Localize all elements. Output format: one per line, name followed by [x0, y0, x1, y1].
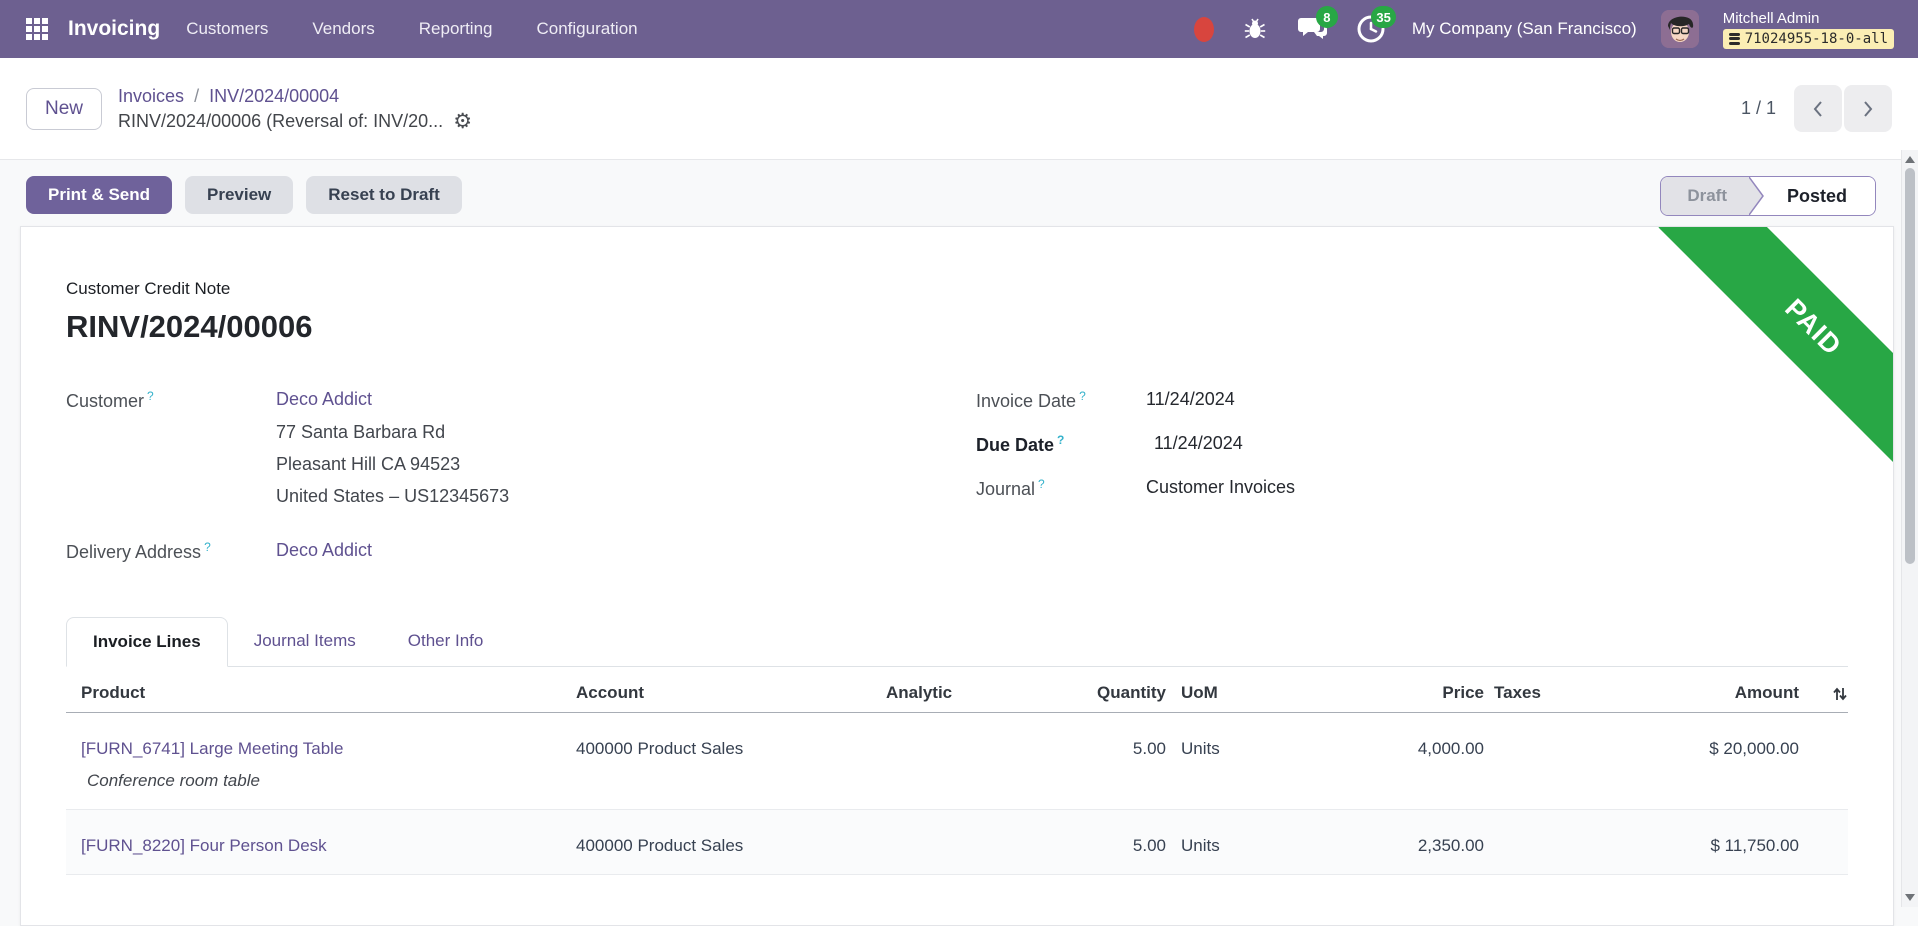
print-send-button[interactable]: Print & Send — [26, 176, 172, 214]
address-line: 77 Santa Barbara Rd — [276, 416, 976, 448]
notebook-tabs: Invoice Lines Journal Items Other Info — [66, 617, 1848, 667]
tab-invoice-lines[interactable]: Invoice Lines — [66, 617, 228, 667]
col-price[interactable]: Price — [1286, 667, 1484, 712]
company-switcher[interactable]: My Company (San Francisco) — [1412, 19, 1637, 39]
col-analytic[interactable]: Analytic — [886, 667, 1046, 712]
reset-to-draft-button[interactable]: Reset to Draft — [306, 176, 461, 214]
app-name[interactable]: Invoicing — [68, 17, 160, 41]
cell-price[interactable]: 4,000.00 — [1286, 713, 1484, 809]
col-taxes[interactable]: Taxes — [1484, 667, 1661, 712]
breadcrumb-inv-2024-00004[interactable]: INV/2024/00004 — [209, 86, 339, 107]
new-button[interactable]: New — [26, 88, 102, 130]
help-icon: ? — [204, 540, 211, 554]
status-bar: Draft Posted — [1660, 176, 1876, 216]
cell-account[interactable]: 400000 Product Sales — [576, 713, 886, 809]
cell-account[interactable]: 400000 Product Sales — [576, 810, 886, 874]
col-amount[interactable]: Amount — [1661, 667, 1799, 712]
status-draft[interactable]: Draft — [1661, 177, 1749, 215]
help-icon: ? — [1057, 433, 1064, 447]
pager-next-button[interactable] — [1844, 85, 1892, 132]
customer-link[interactable]: Deco Addict — [276, 389, 372, 412]
pager-count: 1 / 1 — [1741, 98, 1776, 119]
scrollbar-down-arrow-icon[interactable] — [1905, 894, 1915, 901]
document-type-label: Customer Credit Note — [66, 279, 1848, 299]
cell-amount: $ 11,750.00 — [1661, 810, 1799, 874]
nav-item-customers[interactable]: Customers — [186, 19, 268, 39]
invoice-lines-header: Product Account Analytic Quantity UoM Pr… — [66, 667, 1848, 713]
due-date-value[interactable]: 11/24/2024 — [1154, 433, 1243, 456]
gear-icon[interactable]: ⚙ — [453, 111, 472, 132]
bug-icon[interactable] — [1238, 12, 1272, 46]
customer-label: Customer? — [66, 389, 276, 412]
cell-uom[interactable]: Units — [1166, 713, 1286, 809]
cell-analytic[interactable] — [886, 810, 1046, 874]
cell-uom[interactable]: Units — [1166, 810, 1286, 874]
product-link[interactable]: [FURN_6741] Large Meeting Table — [81, 739, 343, 758]
help-icon: ? — [147, 389, 154, 403]
journal-label: Journal? — [976, 477, 1146, 500]
delivery-address-label: Delivery Address? — [66, 540, 276, 563]
user-menu[interactable]: Mitchell Admin 71024955-18-0-all — [1723, 10, 1894, 49]
activities-badge: 35 — [1371, 6, 1395, 28]
scrollbar-thumb[interactable] — [1905, 168, 1915, 564]
messages-icon[interactable]: 8 — [1296, 12, 1330, 46]
vertical-scrollbar[interactable] — [1901, 150, 1918, 907]
document-name: RINV/2024/00006 — [66, 309, 1848, 345]
breadcrumb-current: RINV/2024/00006 (Reversal of: INV/20... — [118, 111, 443, 132]
user-name: Mitchell Admin — [1723, 10, 1894, 27]
status-chevron-icon — [1749, 177, 1765, 215]
breadcrumb: Invoices / INV/2024/00004 RINV/2024/0000… — [118, 86, 472, 132]
table-row[interactable]: [FURN_6741] Large Meeting Table Conferen… — [66, 713, 1848, 810]
tab-other-info[interactable]: Other Info — [382, 617, 510, 666]
cell-amount: $ 20,000.00 — [1661, 713, 1799, 809]
cell-quantity[interactable]: 5.00 — [1046, 810, 1166, 874]
tab-journal-items[interactable]: Journal Items — [228, 617, 382, 666]
help-icon: ? — [1038, 477, 1045, 491]
col-uom[interactable]: UoM — [1166, 667, 1286, 712]
breadcrumb-invoices[interactable]: Invoices — [118, 86, 184, 107]
database-badge: 71024955-18-0-all — [1723, 29, 1894, 49]
nav-item-reporting[interactable]: Reporting — [419, 19, 493, 39]
database-name: 71024955-18-0-all — [1745, 31, 1888, 47]
cell-taxes[interactable] — [1484, 713, 1661, 809]
product-description: Conference room table — [81, 771, 576, 791]
journal-value[interactable]: Customer Invoices — [1146, 477, 1295, 500]
delivery-address-link[interactable]: Deco Addict — [276, 540, 372, 563]
cell-analytic[interactable] — [886, 713, 1046, 809]
nav-item-configuration[interactable]: Configuration — [536, 19, 637, 39]
due-date-label: Due Date? — [976, 433, 1146, 456]
apps-grid-icon[interactable] — [26, 18, 48, 40]
table-row[interactable]: [FURN_8220] Four Person Desk 400000 Prod… — [66, 810, 1848, 875]
col-product[interactable]: Product — [66, 667, 576, 712]
cell-taxes[interactable] — [1484, 810, 1661, 874]
customer-address: 77 Santa Barbara Rd Pleasant Hill CA 945… — [276, 416, 976, 512]
action-bar: Print & Send Preview Reset to Draft Draf… — [0, 176, 1918, 220]
invoice-date-value[interactable]: 11/24/2024 — [1146, 389, 1235, 412]
top-navbar: Invoicing Customers Vendors Reporting Co… — [0, 0, 1918, 58]
pager-previous-button[interactable] — [1794, 85, 1842, 132]
database-stack-icon — [1729, 33, 1740, 45]
scrollbar-up-arrow-icon[interactable] — [1905, 156, 1915, 163]
control-panel: New Invoices / INV/2024/00004 RINV/2024/… — [0, 58, 1918, 160]
col-quantity[interactable]: Quantity — [1046, 667, 1166, 712]
help-icon: ? — [1079, 389, 1086, 403]
nav-menu: Customers Vendors Reporting Configuratio… — [186, 19, 637, 39]
breadcrumb-separator: / — [194, 86, 199, 107]
col-account[interactable]: Account — [576, 667, 886, 712]
optional-columns-icon[interactable] — [1799, 667, 1849, 712]
cell-quantity[interactable]: 5.00 — [1046, 713, 1166, 809]
avatar[interactable] — [1661, 10, 1699, 48]
invoice-date-label: Invoice Date? — [976, 389, 1146, 412]
product-link[interactable]: [FURN_8220] Four Person Desk — [81, 836, 327, 855]
address-line: United States – US12345673 — [276, 480, 976, 512]
address-line: Pleasant Hill CA 94523 — [276, 448, 976, 480]
preview-button[interactable]: Preview — [185, 176, 293, 214]
status-posted[interactable]: Posted — [1765, 177, 1875, 215]
recording-dot-icon[interactable] — [1194, 17, 1214, 42]
activities-clock-icon[interactable]: 35 — [1354, 12, 1388, 46]
cell-price[interactable]: 2,350.00 — [1286, 810, 1484, 874]
invoice-form-sheet: PAID Customer Credit Note RINV/2024/0000… — [20, 226, 1894, 926]
nav-item-vendors[interactable]: Vendors — [312, 19, 374, 39]
messages-badge: 8 — [1316, 6, 1338, 28]
